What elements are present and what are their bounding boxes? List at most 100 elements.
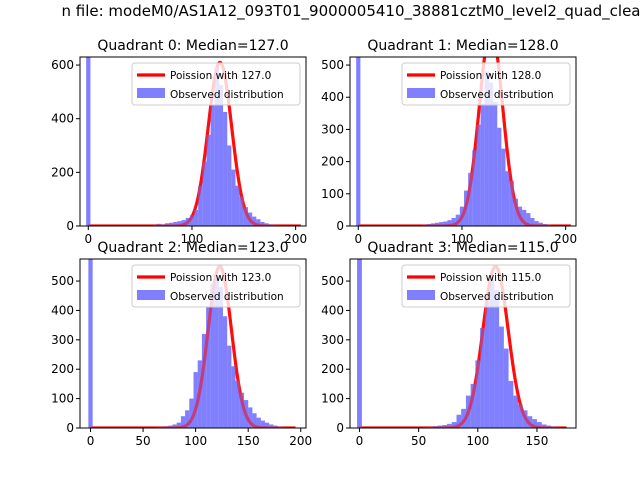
- histogram-bar: [180, 416, 186, 428]
- histogram-bar-overlay: [231, 366, 236, 428]
- histogram-bar: [480, 328, 485, 428]
- histogram-bar-overlay: [268, 224, 273, 226]
- histogram-bar-overlay: [185, 217, 190, 226]
- histogram-bar-overlay: [222, 316, 228, 428]
- histogram-bar: [532, 419, 537, 428]
- x-tick-label: 0: [84, 232, 92, 246]
- histogram-bar-overlay: [461, 408, 466, 428]
- histogram-bar: [214, 275, 219, 428]
- quadrant-3-legend: Poission with 115.0 Observed distribution: [401, 264, 571, 308]
- histogram-bar-overlay: [437, 425, 443, 428]
- histogram-bar-overlay: [456, 414, 462, 428]
- histogram-bar: [252, 413, 257, 428]
- histogram-bar-overlay: [451, 422, 457, 428]
- histogram-bar: [447, 423, 452, 428]
- histogram-bar: [476, 124, 481, 226]
- histogram-bar-overlay: [197, 360, 202, 428]
- histogram-bar-overlay: [160, 224, 166, 226]
- histogram-bar-overlay: [443, 221, 448, 226]
- histogram-bar-overlay: [493, 102, 498, 226]
- quadrant-0-legend: Poission with 127.0 Observed distribution: [131, 62, 301, 106]
- histogram-bar: [269, 424, 274, 428]
- histogram-bar-overlay: [484, 71, 489, 226]
- histogram-bar: [239, 392, 244, 428]
- histogram-bar: [214, 67, 219, 226]
- histogram-bar-overlay: [243, 400, 249, 428]
- histogram-bar: [468, 172, 473, 226]
- histogram-bar: [475, 360, 481, 428]
- histogram-bar: [493, 102, 498, 226]
- x-tick-label: 0: [87, 434, 95, 448]
- y-tick-label: 400: [321, 90, 344, 104]
- histogram-bar-overlay: [480, 328, 485, 428]
- x-tick-label: 50: [135, 434, 150, 448]
- histogram-bar: [451, 422, 457, 428]
- legend-label-poisson: Poission with 115.0: [440, 272, 541, 284]
- histogram-bar-overlay: [542, 224, 547, 226]
- quadrant-2-panel: 0 50 100 150 200 0 100 200 300 400 500 Quadrant 2: …: [51, 240, 312, 448]
- x-tick-label: 100: [466, 434, 489, 448]
- histogram-bar-overlay: [517, 206, 523, 226]
- quadrant-3-title: Quadrant 3: Median=115.0: [367, 240, 558, 256]
- histogram-bar-overlay: [189, 215, 195, 226]
- histogram-bar: [198, 185, 203, 226]
- histogram-bar: [227, 345, 232, 428]
- figure-suptitle: n file: modeM0/AS1A12_093T01_9000005410_…: [61, 2, 640, 20]
- histogram-bar-overlay: [470, 383, 476, 428]
- histogram-bar: [193, 372, 198, 428]
- histogram-bar: [173, 221, 178, 226]
- histogram-bar: [470, 383, 476, 428]
- histogram-bar: [509, 180, 514, 226]
- y-tick-label: 100: [321, 187, 344, 201]
- histogram-bar-overlay: [165, 223, 170, 226]
- legend-box: [131, 264, 301, 308]
- histogram-bar: [210, 283, 215, 428]
- histogram-bar: [530, 217, 535, 226]
- histogram-bar-overlay: [455, 214, 460, 226]
- histogram-bar-overlay: [522, 209, 527, 226]
- x-tick-label: 150: [525, 434, 548, 448]
- histogram-bar-overlay: [168, 425, 173, 428]
- quadrant-3-panel: 0 50 100 150 0 100 200 300 400 500 Quadrant 3: Med…: [321, 240, 577, 448]
- histogram-bar-overlay: [156, 223, 161, 226]
- histogram-bar: [484, 71, 489, 226]
- histogram-bar: [443, 221, 448, 226]
- histogram-bar-overlay: [501, 148, 506, 226]
- histogram-bar-overlay: [439, 222, 444, 226]
- histogram-bar-overlay: [194, 209, 199, 226]
- y-tick-label: 300: [321, 122, 344, 136]
- y-tick-label: 300: [51, 333, 74, 347]
- histogram-bar: [508, 380, 514, 428]
- histogram-bar: [202, 161, 207, 226]
- histogram-bar-overlay: [260, 420, 266, 428]
- legend-bar-swatch: [407, 88, 435, 98]
- x-tick-label: 100: [451, 232, 474, 246]
- histogram-bar: [243, 207, 248, 226]
- histogram-bar-overlay: [227, 145, 232, 226]
- histogram-bar: [497, 127, 502, 226]
- quadrant-0-panel: 0 100 200 0 200 400 600 Quadrant 0: Median=127.…: [51, 38, 307, 246]
- histogram-bar: [260, 221, 265, 226]
- histogram-bar-overlay: [181, 220, 186, 226]
- histogram-bar: [439, 222, 444, 226]
- histogram-bar: [176, 422, 181, 428]
- histogram-bar-overlay: [164, 426, 169, 428]
- quadrant-1-title: Quadrant 1: Median=128.0: [367, 38, 558, 54]
- legend-label-observed: Observed distribution: [440, 89, 554, 101]
- histogram-bar-overlay: [273, 425, 278, 428]
- histogram-bar-overlay: [435, 222, 440, 226]
- y-tick-label: 100: [321, 392, 344, 406]
- x-tick-label: 100: [181, 232, 204, 246]
- histogram-bar-overlay: [546, 224, 552, 226]
- x-tick-label: 50: [411, 434, 426, 448]
- histogram-bar-overlay: [198, 185, 203, 226]
- histogram-bar: [536, 422, 542, 428]
- histogram-bar: [456, 414, 462, 428]
- histogram-bar: [451, 217, 456, 226]
- histogram-bar: [177, 221, 182, 226]
- histogram-bar-overlay: [210, 105, 215, 226]
- histogram-bar-overlay: [509, 180, 514, 226]
- histogram-bar-overlay: [265, 422, 270, 428]
- histogram-bar: [513, 198, 518, 226]
